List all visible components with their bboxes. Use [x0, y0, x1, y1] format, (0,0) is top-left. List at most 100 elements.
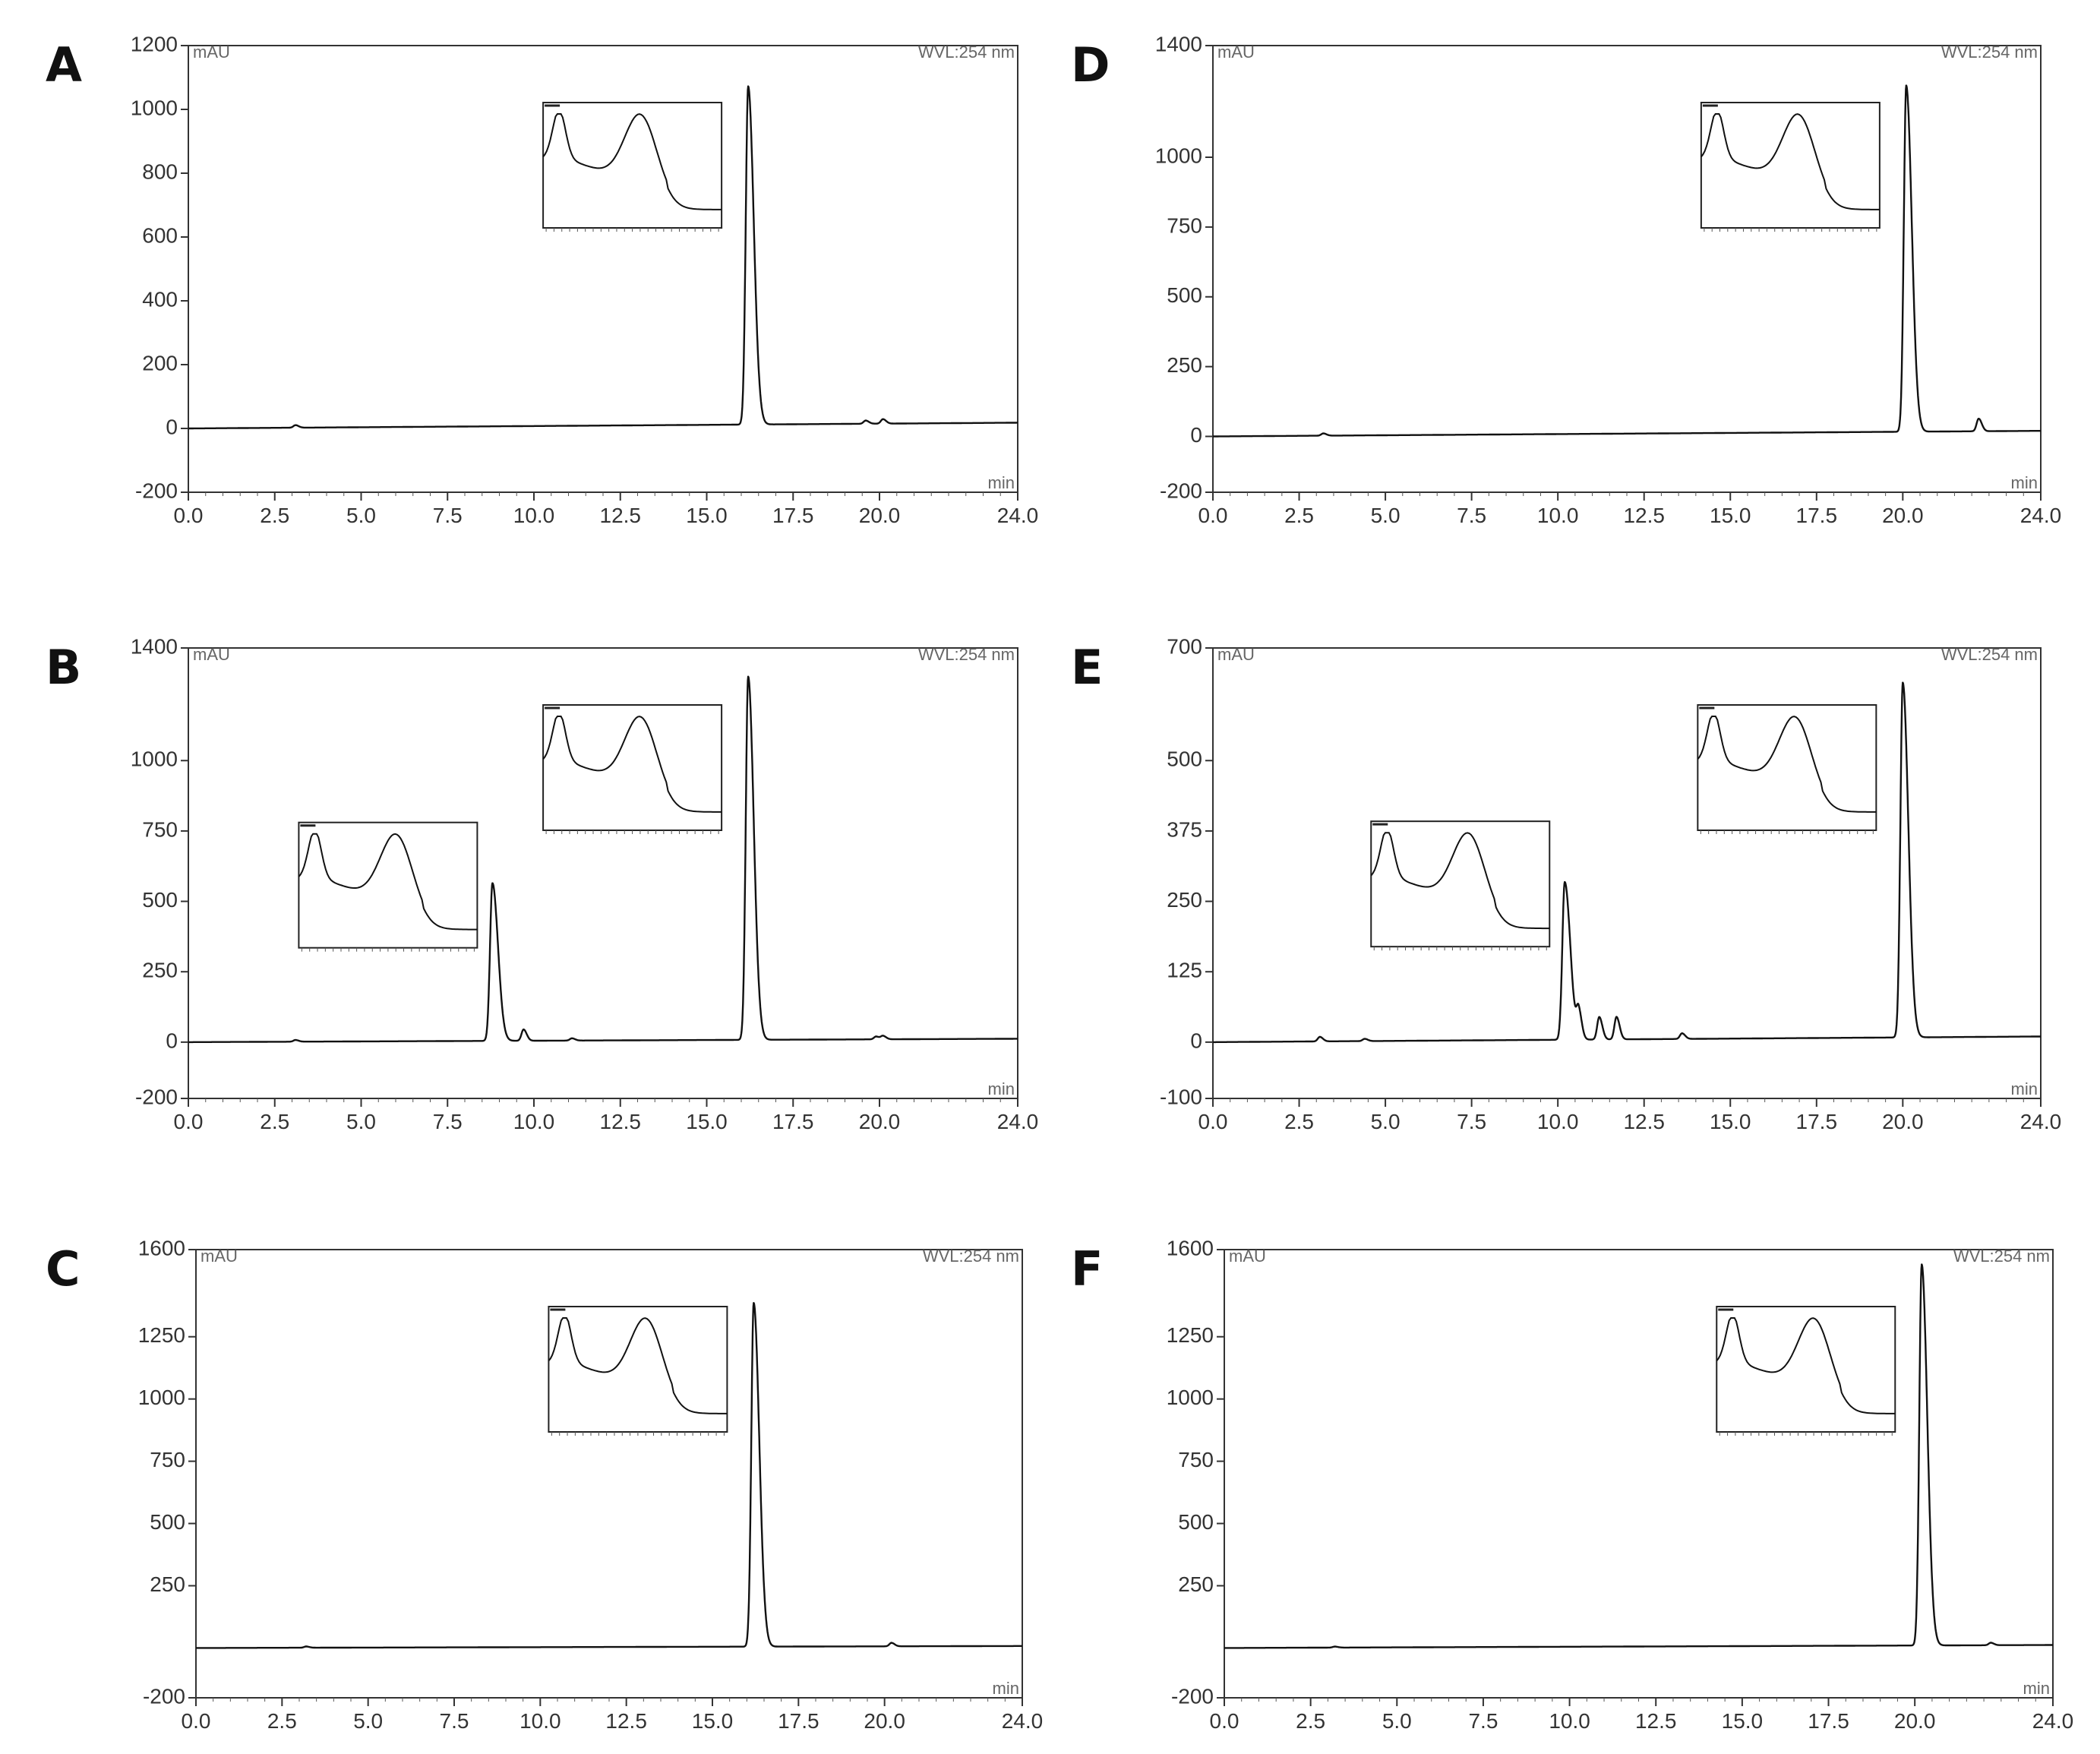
x-tick-label: 15.0 [692, 1709, 734, 1733]
x-tick-label: 2.5 [1284, 1110, 1314, 1133]
uv-spectrum-curve [298, 833, 478, 931]
panel-letter: F [1071, 1241, 1103, 1297]
peak-point [1978, 417, 1980, 420]
y-unit-label: mAU [201, 1247, 238, 1266]
x-tick-label: 5.0 [346, 504, 376, 527]
x-tick-label: 12.5 [1623, 504, 1665, 527]
x-tick-label: 17.5 [1808, 1709, 1849, 1733]
uv-spectrum-inset [1716, 1306, 1896, 1436]
peak-point [1615, 1016, 1618, 1018]
peak-point [305, 1645, 308, 1648]
x-tick-label: 12.5 [1623, 1110, 1665, 1133]
peak-point [1318, 1035, 1321, 1038]
x-tick-label: 10.0 [1537, 504, 1579, 527]
x-tick-label: 24.0 [2020, 504, 2062, 527]
peak-point [747, 675, 750, 678]
x-unit-label: min [993, 1679, 1019, 1698]
x-tick-label: 24.0 [997, 1110, 1039, 1133]
y-tick-label: 400 [142, 287, 178, 311]
peak-point [1598, 1016, 1600, 1018]
x-tick-label: 17.5 [772, 1110, 814, 1133]
y-tick-label: -200 [1160, 479, 1202, 502]
x-tick-label: 15.0 [686, 1110, 728, 1133]
y-tick-label: 200 [142, 351, 178, 375]
panel-letter: B [46, 640, 81, 695]
y-tick-label: 1600 [1167, 1236, 1214, 1259]
y-tick-label: 0 [1190, 423, 1202, 447]
y-tick-label: 375 [1167, 817, 1202, 841]
y-tick-label: 1000 [138, 1386, 185, 1409]
x-tick-label: 7.5 [433, 1110, 463, 1133]
chromatogram-trace [195, 1302, 1023, 1649]
y-tick-label: 0 [166, 1029, 178, 1052]
y-tick-label: 800 [142, 160, 178, 183]
y-tick-label: 1250 [1167, 1323, 1214, 1347]
x-tick-label: 7.5 [1468, 1709, 1498, 1733]
y-tick-label: 1400 [131, 634, 178, 658]
uv-spectrum-inset [548, 1306, 728, 1436]
y-tick-label: -200 [135, 1085, 178, 1108]
peak-point [1905, 84, 1908, 87]
y-tick-label: 1000 [131, 96, 178, 119]
inset-frame [1697, 704, 1877, 831]
wavelength-label: WVL:254 nm [1953, 1247, 2050, 1266]
x-unit-label: min [988, 1079, 1015, 1098]
peak-point [1322, 432, 1325, 435]
x-tick-label: 12.5 [1635, 1709, 1677, 1733]
x-tick-label: 0.0 [174, 1110, 204, 1133]
x-tick-label: 0.0 [182, 1709, 211, 1733]
y-unit-label: mAU [1229, 1247, 1266, 1266]
y-tick-label: -200 [143, 1684, 185, 1708]
x-tick-label: 5.0 [353, 1709, 383, 1733]
x-unit-label: min [2023, 1679, 2050, 1698]
x-tick-label: 17.5 [772, 504, 814, 527]
x-tick-label: 12.5 [600, 504, 642, 527]
x-tick-label: 10.0 [1549, 1709, 1590, 1733]
panel-letter: C [46, 1241, 81, 1297]
x-tick-label: 20.0 [864, 1709, 905, 1733]
chromatogram-trace [1212, 84, 2042, 438]
peak-point [747, 85, 750, 87]
inset-frame [1716, 1306, 1896, 1433]
x-tick-label: 2.5 [267, 1709, 297, 1733]
uv-spectrum-inset [542, 102, 723, 232]
x-unit-label: min [2011, 473, 2038, 492]
y-tick-label: 125 [1167, 959, 1202, 982]
x-tick-label: 24.0 [2020, 1110, 2062, 1133]
y-tick-label: 500 [1167, 283, 1202, 307]
uv-spectrum-curve [1370, 832, 1550, 930]
x-tick-label: 20.0 [1882, 1110, 1924, 1133]
y-tick-label: 750 [142, 817, 178, 841]
x-tick-label: 24.0 [1002, 1709, 1044, 1733]
x-tick-label: 20.0 [1894, 1709, 1936, 1733]
peak-point [753, 1302, 755, 1304]
wavelength-label: WVL:254 nm [1941, 43, 2038, 62]
peak-point [491, 882, 494, 884]
peak-point [1564, 880, 1566, 883]
peak-point [1902, 681, 1904, 684]
panel-letter: D [1071, 37, 1110, 93]
peak-point [1921, 1263, 1923, 1266]
x-tick-label: 10.0 [1537, 1110, 1579, 1133]
x-tick-label: 15.0 [1722, 1709, 1764, 1733]
y-tick-label: 600 [142, 223, 178, 247]
inset-frame [1700, 102, 1881, 229]
y-unit-label: mAU [193, 645, 230, 664]
y-unit-label: mAU [1217, 43, 1255, 62]
x-tick-label: 2.5 [260, 1110, 289, 1133]
uv-spectrum-inset [1700, 102, 1881, 232]
y-tick-label: 1600 [138, 1236, 185, 1259]
x-tick-label: 0.0 [1198, 504, 1228, 527]
x-tick-label: 24.0 [2032, 1709, 2074, 1733]
chromatogram-trace [1212, 681, 2042, 1044]
x-tick-label: 20.0 [1882, 504, 1924, 527]
peak-point [294, 424, 297, 426]
chromatogram-trace [188, 85, 1018, 430]
inset-frame [1370, 820, 1551, 948]
x-tick-label: 0.0 [1198, 1110, 1228, 1133]
inset-frame [298, 821, 478, 949]
y-tick-label: 750 [1167, 213, 1202, 237]
peak-point [1577, 1003, 1580, 1006]
